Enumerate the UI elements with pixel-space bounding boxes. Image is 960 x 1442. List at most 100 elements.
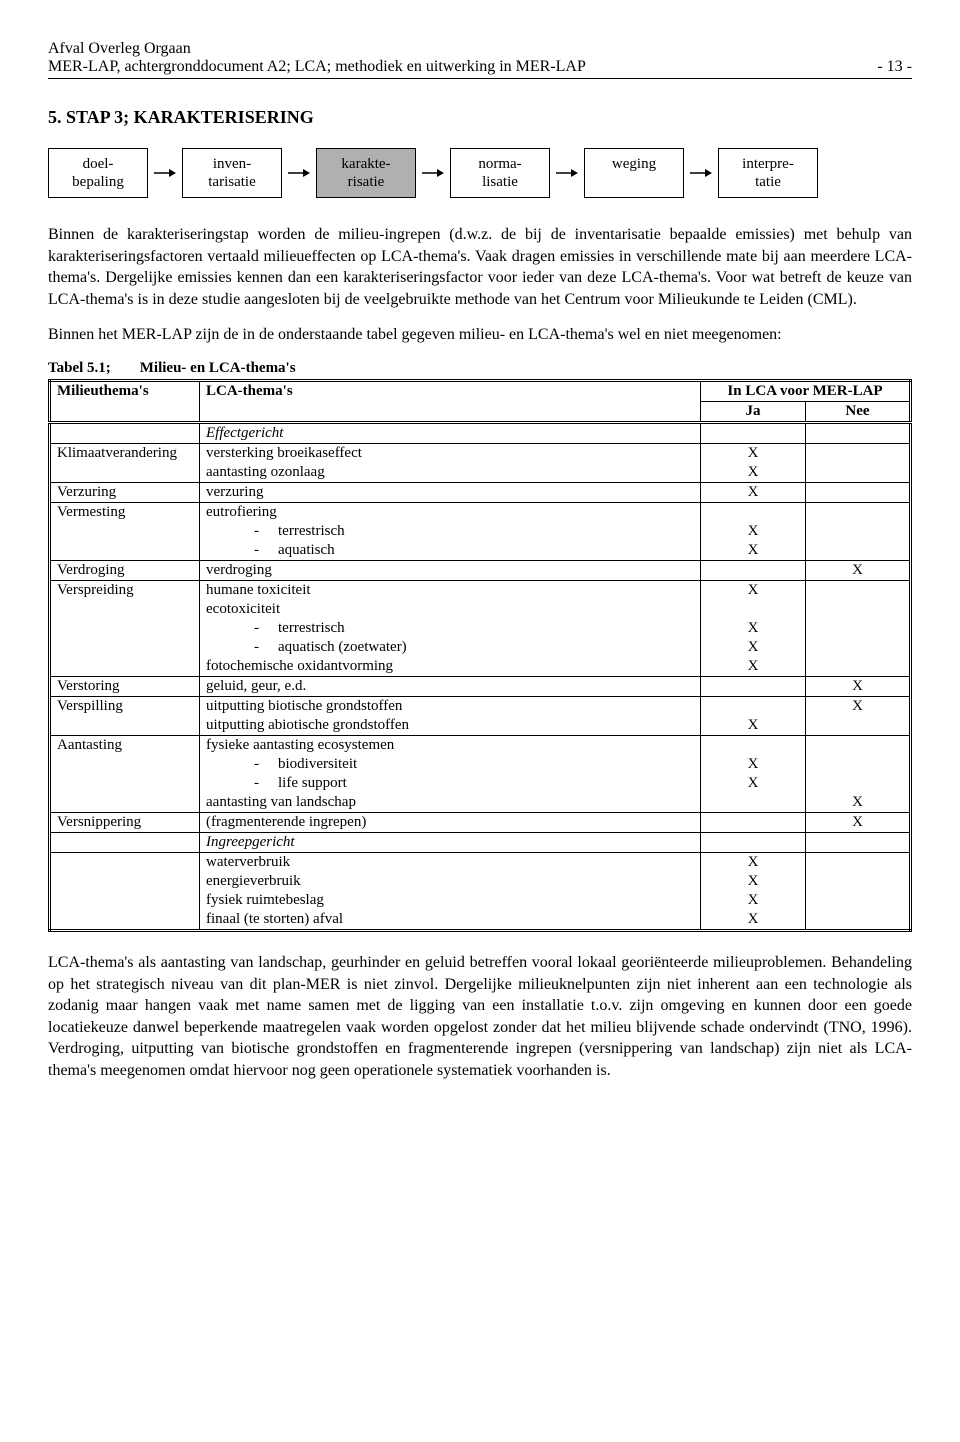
table-cell xyxy=(806,422,911,443)
table-cell xyxy=(701,422,806,443)
table-ja-cell: X xyxy=(701,657,806,677)
table-theme-cell xyxy=(50,852,200,930)
table-lca-cell: verdroging xyxy=(200,560,701,580)
table-nee-cell: X xyxy=(806,676,911,696)
table-lca-cell: ecotoxiciteit xyxy=(200,600,701,619)
table-ja-cell: X xyxy=(701,852,806,872)
table-ja-cell: X xyxy=(701,443,806,463)
table-lca-cell: aquatisch (zoetwater) xyxy=(200,638,701,657)
table-lca-cell: finaal (te storten) afval xyxy=(200,910,701,931)
table-theme-cell: Verzuring xyxy=(50,482,200,502)
table-ja-cell: X xyxy=(701,910,806,931)
table-lca-cell: waterverbruik xyxy=(200,852,701,872)
table-nee-cell: X xyxy=(806,696,911,716)
flow-arrow-icon xyxy=(288,168,310,178)
table-cell xyxy=(50,422,200,443)
section-title: 5. STAP 3; KARAKTERISERING xyxy=(48,107,912,128)
table-ja-cell: X xyxy=(701,482,806,502)
table-caption-title: Milieu- en LCA-thema's xyxy=(140,360,296,376)
flow-box-0: doel-bepaling xyxy=(48,148,148,198)
table-cell xyxy=(701,832,806,852)
table-cell xyxy=(806,832,911,852)
table-section-label: Effectgericht xyxy=(200,422,701,443)
th-milieuthema: Milieuthema's xyxy=(50,380,200,422)
table-ja-cell: X xyxy=(701,891,806,910)
table-ja-cell xyxy=(701,793,806,813)
table-theme-cell: Versnippering xyxy=(50,812,200,832)
flow-box-1: inven-tarisatie xyxy=(182,148,282,198)
table-lca-cell: terrestrisch xyxy=(200,522,701,541)
table-ja-cell: X xyxy=(701,872,806,891)
table-ja-cell: X xyxy=(701,716,806,736)
th-inlca: In LCA voor MER-LAP xyxy=(701,380,911,401)
table-lca-cell: versterking broeikaseffect xyxy=(200,443,701,463)
th-ja: Ja xyxy=(701,401,806,422)
table-lca-cell: eutrofiering xyxy=(200,502,701,522)
table-cell xyxy=(50,832,200,852)
table-nee-cell: X xyxy=(806,812,911,832)
table-theme-cell: Verspreiding xyxy=(50,580,200,676)
table-nee-cell xyxy=(806,541,911,561)
table-nee-cell xyxy=(806,619,911,638)
table-lca-cell: fysiek ruimtebeslag xyxy=(200,891,701,910)
flow-arrow-icon xyxy=(422,168,444,178)
table-theme-cell: Verdroging xyxy=(50,560,200,580)
paragraph-3: LCA-thema's als aantasting van landschap… xyxy=(48,952,912,1082)
table-lca-cell: aquatisch xyxy=(200,541,701,561)
table-theme-cell: Vermesting xyxy=(50,502,200,560)
table-ja-cell xyxy=(701,696,806,716)
table-ja-cell: X xyxy=(701,619,806,638)
table-ja-cell xyxy=(701,560,806,580)
header-page: - 13 - xyxy=(877,58,912,76)
table-lca-cell: energieverbruik xyxy=(200,872,701,891)
flow-box-2: karakte-risatie xyxy=(316,148,416,198)
table-ja-cell: X xyxy=(701,580,806,600)
table-ja-cell xyxy=(701,735,806,755)
table-lca-cell: (fragmenterende ingrepen) xyxy=(200,812,701,832)
table-lca-cell: uitputting biotische grondstoffen xyxy=(200,696,701,716)
th-nee: Nee xyxy=(806,401,911,422)
table-lca-cell: geluid, geur, e.d. xyxy=(200,676,701,696)
table-ja-cell: X xyxy=(701,541,806,561)
table-nee-cell xyxy=(806,735,911,755)
table-nee-cell: X xyxy=(806,560,911,580)
flow-arrow-icon xyxy=(154,168,176,178)
flow-arrow-icon xyxy=(556,168,578,178)
table-ja-cell xyxy=(701,676,806,696)
table-lca-cell: fysieke aantasting ecosystemen xyxy=(200,735,701,755)
table-lca-cell: fotochemische oxidantvorming xyxy=(200,657,701,677)
table-nee-cell xyxy=(806,600,911,619)
table-ja-cell: X xyxy=(701,638,806,657)
page-header: Afval Overleg Orgaan MER-LAP, achtergron… xyxy=(48,40,912,79)
table-nee-cell xyxy=(806,774,911,793)
table-lca-cell: life support xyxy=(200,774,701,793)
flow-box-3: norma-lisatie xyxy=(450,148,550,198)
paragraph-2: Binnen het MER-LAP zijn de in de onderst… xyxy=(48,324,912,346)
table-section-label: Ingreepgericht xyxy=(200,832,701,852)
table-nee-cell xyxy=(806,443,911,463)
table-theme-cell: Klimaatverandering xyxy=(50,443,200,482)
table-ja-cell xyxy=(701,812,806,832)
table-nee-cell xyxy=(806,463,911,483)
table-lca-cell: aantasting ozonlaag xyxy=(200,463,701,483)
table-theme-cell: Aantasting xyxy=(50,735,200,812)
table-nee-cell xyxy=(806,522,911,541)
table-nee-cell xyxy=(806,852,911,872)
flow-diagram: doel-bepaling inven-tarisatie karakte-risa… xyxy=(48,148,912,198)
table-ja-cell: X xyxy=(701,755,806,774)
table-caption-label: Tabel 5.1; xyxy=(48,360,136,377)
flow-box-4: weging xyxy=(584,148,684,198)
table-lca-cell: uitputting abiotische grondstoffen xyxy=(200,716,701,736)
table-nee-cell xyxy=(806,716,911,736)
table-lca-cell: aantasting van landschap xyxy=(200,793,701,813)
table-theme-cell: Verspilling xyxy=(50,696,200,735)
table-ja-cell xyxy=(701,600,806,619)
table-theme-cell: Verstoring xyxy=(50,676,200,696)
table-nee-cell xyxy=(806,502,911,522)
table-nee-cell xyxy=(806,872,911,891)
table-nee-cell xyxy=(806,755,911,774)
table-lca-cell: biodiversiteit xyxy=(200,755,701,774)
header-org: Afval Overleg Orgaan xyxy=(48,40,912,58)
table-nee-cell xyxy=(806,657,911,677)
table-ja-cell: X xyxy=(701,522,806,541)
